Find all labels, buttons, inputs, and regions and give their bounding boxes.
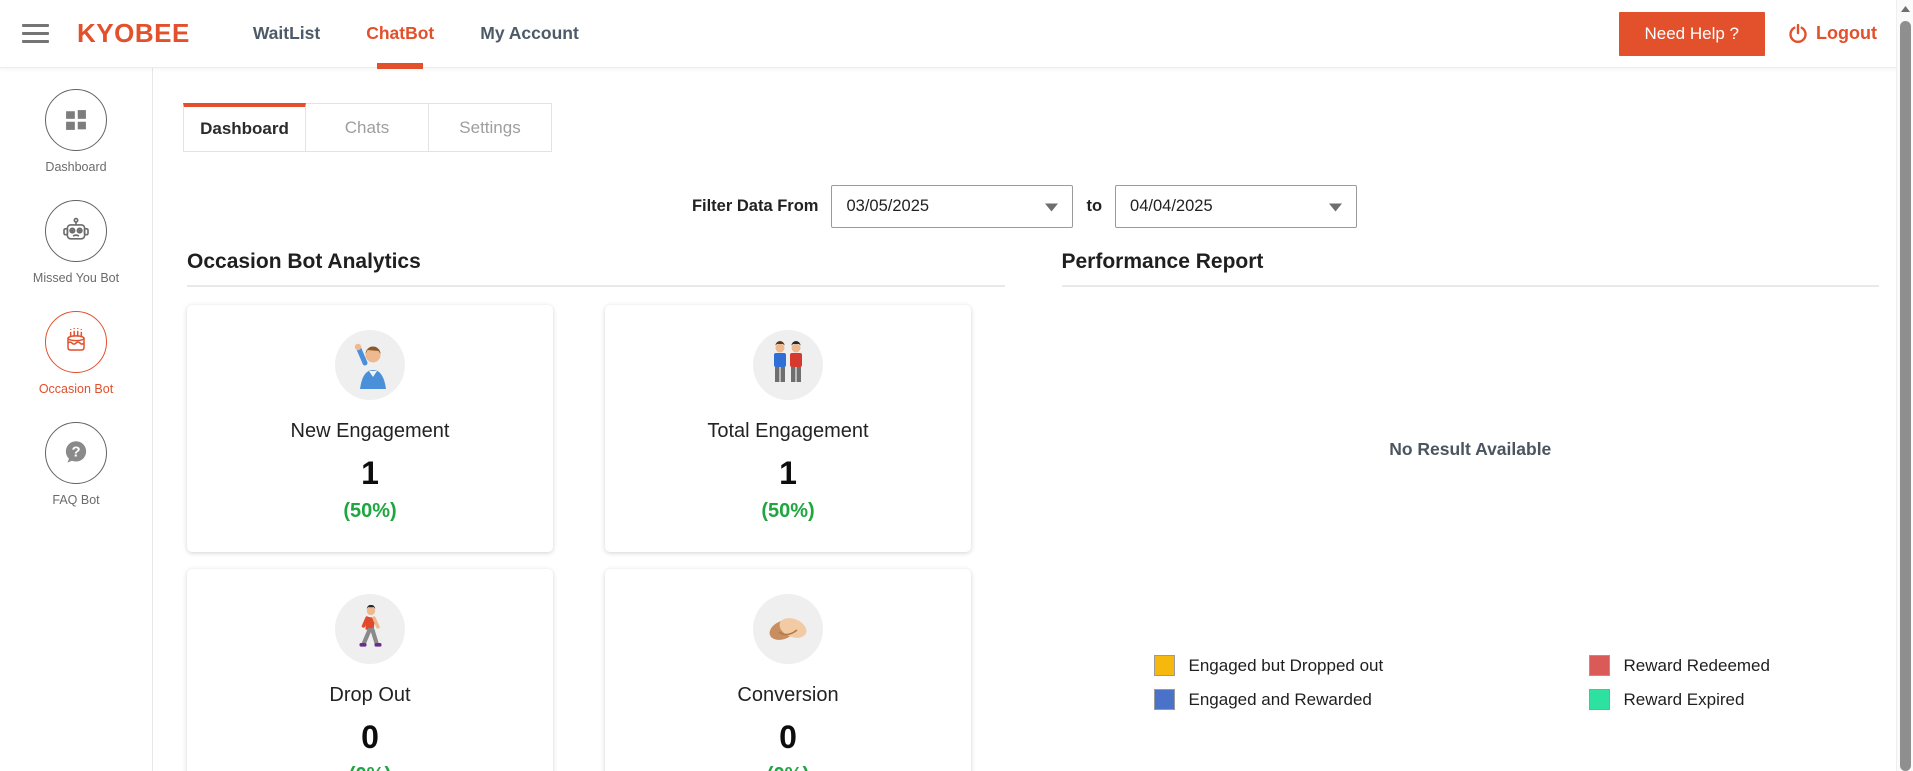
header-actions: Need Help ? Logout bbox=[1618, 11, 1877, 56]
brand-logo: KYOBEE bbox=[77, 18, 190, 48]
legend-item-reward-expired: Reward Expired bbox=[1588, 689, 1880, 710]
to-label: to bbox=[1086, 197, 1103, 215]
sidebar-item-label: Missed You Bot bbox=[32, 271, 120, 285]
sidebar: Dashboard bbox=[0, 68, 153, 771]
svg-text:?: ? bbox=[71, 444, 80, 461]
top-nav: WaitList ChatBot My Account bbox=[230, 0, 602, 67]
divider bbox=[1061, 285, 1879, 287]
analytics-cards: New Engagement 1 (50%) bbox=[187, 305, 1005, 771]
tab-bar: Dashboard Chats Settings bbox=[183, 103, 1896, 152]
app-body: Dashboard bbox=[0, 68, 1913, 771]
card-value: 1 bbox=[779, 455, 797, 491]
card-percent: (50%) bbox=[761, 500, 815, 522]
date-from-value: 03/05/2025 bbox=[846, 197, 930, 215]
sidebar-item-dashboard[interactable]: Dashboard bbox=[45, 89, 107, 174]
robot-icon bbox=[44, 200, 107, 262]
filter-label: Filter Data From bbox=[691, 197, 819, 215]
hamburger-menu-icon[interactable] bbox=[22, 24, 49, 43]
card-total-engagement: Total Engagement 1 (50%) bbox=[605, 305, 971, 552]
sidebar-item-faq-bot[interactable]: ? FAQ Bot bbox=[45, 422, 107, 507]
divider bbox=[187, 285, 1005, 287]
card-value: 1 bbox=[361, 455, 379, 491]
logout-button[interactable]: Logout bbox=[1787, 23, 1877, 45]
nav-item-my-account[interactable]: My Account bbox=[480, 23, 579, 43]
question-bubble-icon: ? bbox=[45, 422, 107, 484]
legend-item-reward-redeemed: Reward Redeemed bbox=[1588, 655, 1880, 676]
card-title: Drop Out bbox=[329, 684, 411, 706]
date-to-value: 04/04/2025 bbox=[1130, 197, 1213, 215]
card-value: 0 bbox=[361, 719, 379, 755]
legend-swatch-yellow bbox=[1153, 655, 1175, 676]
tab-dashboard[interactable]: Dashboard bbox=[183, 103, 306, 152]
vertical-scrollbar[interactable] bbox=[1896, 0, 1913, 771]
logout-label: Logout bbox=[1816, 23, 1877, 43]
birthday-cake-icon bbox=[45, 311, 107, 373]
card-percent: (0%) bbox=[605, 764, 971, 771]
chevron-down-icon bbox=[1045, 197, 1059, 216]
no-result-text: No Result Available bbox=[1389, 439, 1552, 459]
power-icon bbox=[1787, 23, 1809, 45]
performance-report-section: Performance Report No Result Available E… bbox=[1061, 250, 1880, 771]
grid-icon bbox=[45, 89, 107, 151]
legend-swatch-blue bbox=[1153, 689, 1175, 710]
waving-person-illustration bbox=[335, 330, 405, 400]
card-percent: (50%) bbox=[343, 500, 397, 522]
sidebar-item-missed-you-bot[interactable]: Missed You Bot bbox=[33, 200, 119, 285]
legend-item-engaged-dropped: Engaged but Dropped out bbox=[1153, 655, 1589, 676]
handshake-illustration bbox=[753, 594, 823, 664]
chevron-down-icon bbox=[1329, 197, 1343, 216]
card-title: Conversion bbox=[737, 684, 839, 706]
sidebar-item-label: FAQ Bot bbox=[52, 493, 100, 507]
date-from-select[interactable]: 03/05/2025 bbox=[831, 185, 1074, 228]
legend-swatch-green bbox=[1588, 689, 1610, 710]
sidebar-item-occasion-bot[interactable]: Occasion Bot bbox=[39, 311, 113, 396]
app-header: KYOBEE WaitList ChatBot My Account Need … bbox=[0, 0, 1913, 68]
card-percent: (0%) bbox=[187, 764, 553, 771]
two-people-illustration bbox=[753, 330, 823, 400]
need-help-button[interactable]: Need Help ? bbox=[1618, 11, 1766, 56]
legend-swatch-red bbox=[1588, 655, 1610, 676]
chart-legend: Engaged but Dropped out Reward Redeemed … bbox=[1153, 655, 1880, 710]
card-title: Total Engagement bbox=[707, 420, 869, 442]
sidebar-item-label: Dashboard bbox=[45, 160, 107, 174]
scrollbar-thumb[interactable] bbox=[1900, 21, 1911, 771]
occasion-bot-analytics-section: Occasion Bot Analytics bbox=[187, 250, 1005, 771]
card-new-engagement: New Engagement 1 (50%) bbox=[187, 305, 553, 552]
card-title: New Engagement bbox=[290, 420, 450, 442]
nav-item-waitlist[interactable]: WaitList bbox=[252, 23, 321, 43]
legend-item-engaged-rewarded: Engaged and Rewarded bbox=[1153, 689, 1589, 710]
card-drop-out: Drop Out 0 (0%) bbox=[187, 569, 553, 771]
card-conversion: Conversion 0 (0%) bbox=[605, 569, 971, 771]
date-to-select[interactable]: 04/04/2025 bbox=[1115, 185, 1358, 228]
tab-settings[interactable]: Settings bbox=[429, 103, 552, 152]
analytics-title: Occasion Bot Analytics bbox=[187, 250, 421, 273]
sidebar-item-label: Occasion Bot bbox=[38, 382, 114, 396]
content-columns: Occasion Bot Analytics bbox=[187, 250, 1879, 771]
date-filter: Filter Data From 03/05/2025 to 04/04/202… bbox=[153, 185, 1896, 228]
walking-person-illustration bbox=[335, 594, 405, 664]
main-content: Dashboard Chats Settings Filter Data Fro… bbox=[153, 68, 1913, 771]
card-value: 0 bbox=[779, 719, 797, 755]
scroll-up-arrow-icon[interactable] bbox=[1897, 0, 1913, 18]
performance-title: Performance Report bbox=[1061, 250, 1264, 273]
performance-body: No Result Available Engaged but Dropped … bbox=[1062, 287, 1880, 767]
tab-chats[interactable]: Chats bbox=[306, 103, 429, 152]
nav-item-chatbot[interactable]: ChatBot bbox=[343, 0, 457, 67]
